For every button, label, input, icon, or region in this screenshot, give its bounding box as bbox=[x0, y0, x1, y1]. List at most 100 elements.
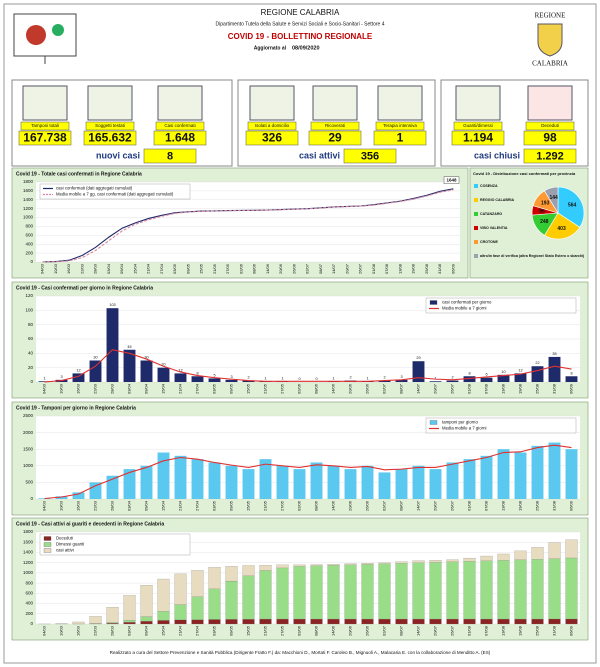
bar bbox=[395, 379, 408, 382]
data-label: 3 bbox=[60, 375, 62, 379]
x-tick-label: 06/09 bbox=[569, 383, 574, 394]
bar bbox=[463, 557, 476, 562]
data-label: 2 bbox=[349, 376, 351, 380]
chart-title: Covid 19 - Totale casi confermati in Reg… bbox=[16, 171, 142, 177]
stat-value-box bbox=[18, 130, 72, 146]
x-tick-label: 06/09 bbox=[569, 500, 574, 511]
bar bbox=[191, 570, 204, 597]
summary-value: 8 bbox=[167, 150, 173, 162]
bar bbox=[497, 560, 510, 620]
pie-label: 403 bbox=[557, 226, 566, 232]
x-tick-label: 15/04 bbox=[161, 625, 166, 636]
legend-swatch bbox=[429, 420, 438, 425]
stat-value-box bbox=[153, 130, 207, 146]
x-tick-label: 22/03 bbox=[93, 500, 98, 511]
x-tick-label: 08/07 bbox=[399, 500, 404, 511]
data-label: 8 bbox=[196, 371, 198, 375]
bar bbox=[514, 373, 527, 382]
stat-icon bbox=[377, 85, 423, 121]
stat-value-box bbox=[83, 130, 137, 146]
x-tick-label: 02/06 bbox=[297, 625, 302, 636]
bar bbox=[310, 618, 323, 625]
x-tick-label: 20/07 bbox=[433, 383, 438, 394]
x-tick-label: 26/06 bbox=[365, 500, 370, 511]
bar bbox=[463, 459, 476, 499]
y-tick-label: 120 bbox=[25, 293, 33, 298]
x-tick-label: 03/04 bbox=[106, 263, 111, 274]
bar bbox=[361, 564, 374, 620]
y-tick-label: 0 bbox=[30, 621, 33, 626]
bar bbox=[327, 465, 340, 499]
bar bbox=[531, 618, 544, 625]
legend-swatch bbox=[474, 254, 478, 258]
y-tick-label: 500 bbox=[25, 480, 33, 485]
y-tick-label: 800 bbox=[25, 580, 33, 585]
x-tick-label: 20/06 bbox=[278, 263, 283, 274]
legend-label: REGGIO CALABRIA bbox=[480, 198, 515, 202]
x-tick-label: 27/04 bbox=[195, 625, 200, 636]
y-tick-label: 40 bbox=[28, 351, 34, 356]
x-tick-label: 03/04 bbox=[127, 500, 132, 511]
bar bbox=[123, 349, 136, 382]
x-tick-label: 13/08 bbox=[501, 500, 506, 511]
x-tick-label: 02/07 bbox=[382, 625, 387, 636]
bar bbox=[344, 469, 357, 499]
bar bbox=[446, 618, 459, 625]
y-tick-label: 1200 bbox=[23, 560, 34, 565]
bar bbox=[72, 621, 85, 625]
y-tick-label: 400 bbox=[25, 601, 33, 606]
bar bbox=[463, 561, 476, 620]
summary-label: casi chiusi bbox=[474, 150, 520, 160]
y-tick-label: 200 bbox=[25, 611, 33, 616]
y-tick-label: 2500 bbox=[23, 413, 34, 418]
pie-label: 96 bbox=[539, 209, 545, 215]
x-tick-label: 25/08 bbox=[535, 383, 540, 394]
bar bbox=[208, 567, 221, 589]
x-tick-label: 20/06 bbox=[348, 383, 353, 394]
legend-label: tamponi per giorno bbox=[442, 420, 478, 425]
summary-value: 356 bbox=[361, 150, 379, 162]
legend-label: altro/in fase di verifica (altra Regione… bbox=[480, 254, 585, 258]
x-tick-label: 22/03 bbox=[79, 263, 84, 274]
x-tick-label: 02/07 bbox=[305, 263, 310, 274]
footer: Realizzato a cura del Settore Prevenzion… bbox=[110, 650, 491, 655]
y-tick-label: 1000 bbox=[23, 463, 34, 468]
region: REGIONE CALABRIA bbox=[261, 8, 340, 17]
end-label: 1648 bbox=[446, 177, 457, 182]
bar bbox=[412, 618, 425, 625]
x-tick-label: 07/08 bbox=[384, 263, 389, 274]
bar bbox=[242, 619, 255, 625]
x-tick-label: 28/03 bbox=[110, 500, 115, 511]
stat-value-box bbox=[308, 130, 362, 146]
bar bbox=[531, 445, 544, 499]
bar bbox=[276, 465, 289, 499]
bar bbox=[259, 459, 272, 499]
bar bbox=[548, 618, 561, 625]
logo-top: REGIONE bbox=[535, 12, 566, 20]
legend-label: Deceduti bbox=[56, 536, 73, 541]
data-label: 1 bbox=[366, 376, 368, 380]
line bbox=[44, 349, 572, 383]
legend-swatch bbox=[474, 212, 478, 216]
pie-label: 144 bbox=[549, 195, 558, 201]
y-tick-label: 1600 bbox=[23, 539, 34, 544]
data-label: 0 bbox=[315, 377, 317, 381]
bar bbox=[429, 618, 442, 625]
bar bbox=[565, 449, 578, 499]
data-label: 30 bbox=[93, 356, 97, 360]
x-tick-label: 07/08 bbox=[484, 383, 489, 394]
data-label: 10 bbox=[501, 370, 505, 374]
x-tick-label: 03/05 bbox=[212, 500, 217, 511]
data-label: 2 bbox=[451, 376, 453, 380]
data-label: 29 bbox=[416, 356, 420, 360]
bar bbox=[72, 492, 85, 499]
bar bbox=[242, 575, 255, 620]
x-tick-label: 08/07 bbox=[399, 625, 404, 636]
x-tick-label: 20/07 bbox=[433, 625, 438, 636]
legend-box bbox=[425, 297, 577, 314]
bar bbox=[225, 566, 238, 582]
x-tick-label: 10/03 bbox=[59, 500, 64, 511]
x-tick-label: 10/03 bbox=[53, 263, 58, 274]
summary-box bbox=[523, 148, 577, 164]
y-tick-label: 2000 bbox=[23, 430, 34, 435]
